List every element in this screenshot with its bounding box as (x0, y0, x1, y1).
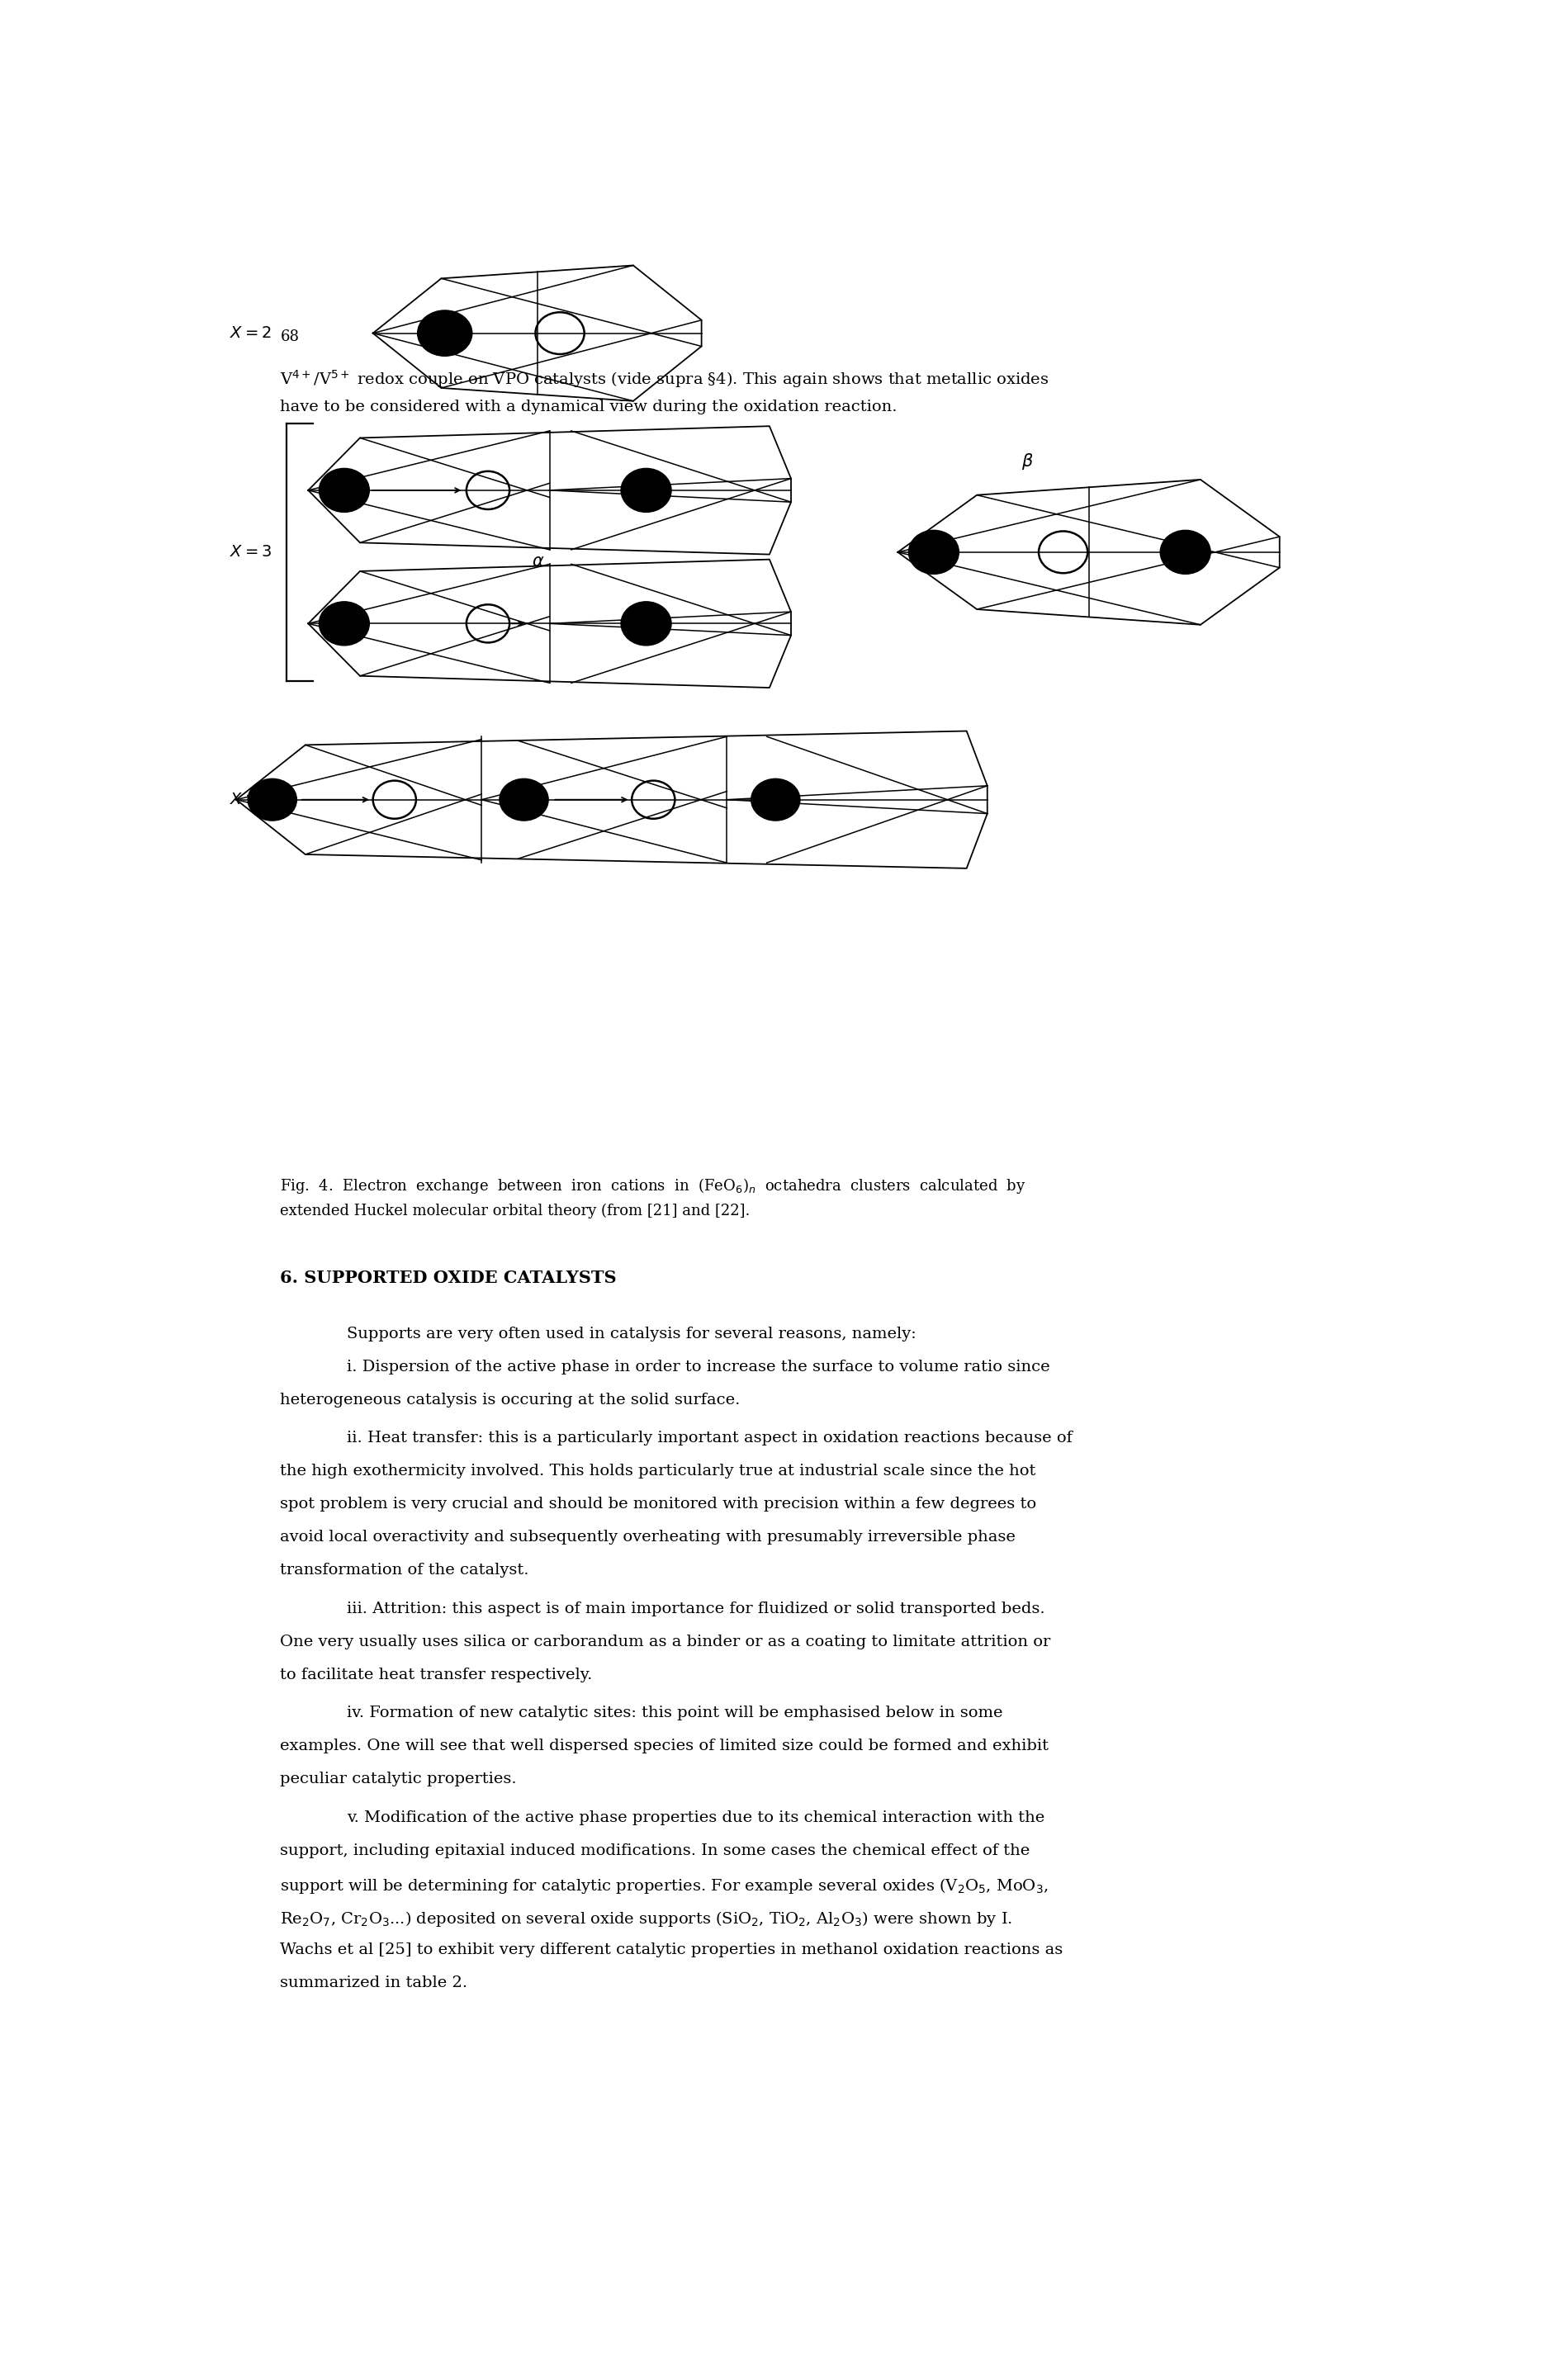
Text: Re$_2$O$_7$, Cr$_2$O$_3$...) deposited on several oxide supports (SiO$_2$, TiO$_: Re$_2$O$_7$, Cr$_2$O$_3$...) deposited o… (280, 1909, 1013, 1928)
Ellipse shape (319, 469, 369, 512)
Ellipse shape (249, 778, 297, 821)
Text: ii. Heat transfer: this is a particularly important aspect in oxidation reaction: ii. Heat transfer: this is a particularl… (347, 1430, 1072, 1445)
Text: $X > 3$: $X > 3$ (230, 793, 272, 807)
Ellipse shape (500, 778, 549, 821)
Text: 68: 68 (280, 328, 299, 345)
Ellipse shape (319, 602, 369, 645)
Text: Fig.  4.  Electron  exchange  between  iron  cations  in  (FeO$_6$)$_n$  octahed: Fig. 4. Electron exchange between iron c… (280, 1176, 1027, 1195)
Ellipse shape (752, 778, 800, 821)
Ellipse shape (621, 469, 672, 512)
Text: summarized in table 2.: summarized in table 2. (280, 1975, 467, 1990)
Text: transformation of the catalyst.: transformation of the catalyst. (280, 1564, 530, 1578)
Text: the high exothermicity involved. This holds particularly true at industrial scal: the high exothermicity involved. This ho… (280, 1464, 1036, 1478)
Text: Supports are very often used in catalysis for several reasons, namely:: Supports are very often used in catalysi… (347, 1326, 916, 1342)
Text: spot problem is very crucial and should be monitored with precision within a few: spot problem is very crucial and should … (280, 1497, 1036, 1511)
Text: peculiar catalytic properties.: peculiar catalytic properties. (280, 1771, 517, 1787)
Ellipse shape (621, 602, 672, 645)
Text: Wachs et al [25] to exhibit very different catalytic properties in methanol oxid: Wachs et al [25] to exhibit very differe… (280, 1942, 1063, 1956)
Ellipse shape (1160, 531, 1211, 574)
Text: iv. Formation of new catalytic sites: this point will be emphasised below in som: iv. Formation of new catalytic sites: th… (347, 1706, 1003, 1721)
Text: examples. One will see that well dispersed species of limited size could be form: examples. One will see that well dispers… (280, 1740, 1049, 1754)
Text: iii. Attrition: this aspect is of main importance for fluidized or solid transpo: iii. Attrition: this aspect is of main i… (347, 1602, 1046, 1616)
Text: support, including epitaxial induced modifications. In some cases the chemical e: support, including epitaxial induced mod… (280, 1845, 1030, 1859)
Text: 6. SUPPORTED OXIDE CATALYSTS: 6. SUPPORTED OXIDE CATALYSTS (280, 1269, 617, 1285)
Text: One very usually uses silica or carborandum as a binder or as a coating to limit: One very usually uses silica or carboran… (280, 1635, 1050, 1649)
Ellipse shape (417, 309, 472, 357)
Text: $X = 2$: $X = 2$ (230, 326, 270, 340)
Text: to facilitate heat transfer respectively.: to facilitate heat transfer respectively… (280, 1668, 592, 1683)
Text: $X = 3$: $X = 3$ (230, 545, 272, 559)
Text: $\alpha$: $\alpha$ (531, 555, 544, 569)
Text: have to be considered with a dynamical view during the oxidation reaction.: have to be considered with a dynamical v… (280, 400, 897, 414)
Text: i. Dispersion of the active phase in order to increase the surface to volume rat: i. Dispersion of the active phase in ord… (347, 1359, 1050, 1373)
Text: v. Modification of the active phase properties due to its chemical interaction w: v. Modification of the active phase prop… (347, 1811, 1044, 1825)
Text: heterogeneous catalysis is occuring at the solid surface.: heterogeneous catalysis is occuring at t… (280, 1392, 741, 1407)
Ellipse shape (908, 531, 960, 574)
Text: avoid local overactivity and subsequently overheating with presumably irreversib: avoid local overactivity and subsequentl… (280, 1530, 1016, 1545)
Text: V$^{4+}$/V$^{5+}$ redox couple on VPO catalysts (vide supra §4). This again show: V$^{4+}$/V$^{5+}$ redox couple on VPO ca… (280, 369, 1049, 390)
Text: support will be determining for catalytic properties. For example several oxides: support will be determining for catalyti… (280, 1875, 1049, 1894)
Text: $\beta$: $\beta$ (1021, 452, 1033, 471)
Text: extended Huckel molecular orbital theory (from [21] and [22].: extended Huckel molecular orbital theory… (280, 1204, 750, 1219)
